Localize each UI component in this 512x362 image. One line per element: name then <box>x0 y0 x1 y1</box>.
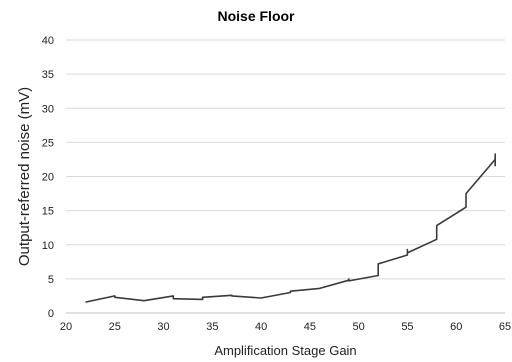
noise-series-line <box>85 153 496 303</box>
y-tick-label: 15 <box>42 206 54 218</box>
y-axis-label: Output-referred noise (mV) <box>16 87 33 266</box>
x-tick-label: 60 <box>450 321 462 333</box>
x-tick-label: 20 <box>60 321 72 333</box>
x-axis-label: Amplification Stage Gain <box>214 343 356 358</box>
y-tick-label: 5 <box>48 274 54 286</box>
x-tick-label: 65 <box>499 321 511 333</box>
y-tick-label: 30 <box>42 103 54 115</box>
y-tick-label: 40 <box>42 35 54 47</box>
chart-title: Noise Floor <box>217 8 295 24</box>
gridlines <box>66 39 505 280</box>
x-tick-label: 30 <box>157 321 169 333</box>
y-tick-labels: 0 5 10 15 20 25 30 35 40 <box>42 35 54 320</box>
x-tick-label: 45 <box>304 321 316 333</box>
y-tick-label: 10 <box>42 240 54 252</box>
x-tick-label: 25 <box>109 321 121 333</box>
x-tick-labels: 20 25 30 35 40 45 50 55 60 65 <box>60 321 511 333</box>
y-tick-label: 20 <box>42 172 54 184</box>
y-tick-label: 35 <box>42 69 54 81</box>
x-tick-label: 50 <box>353 321 365 333</box>
y-tick-label: 0 <box>48 308 54 320</box>
y-tick-label: 25 <box>42 137 54 149</box>
x-tick-label: 55 <box>401 321 413 333</box>
x-tick-label: 40 <box>255 321 267 333</box>
x-tick-label: 35 <box>206 321 218 333</box>
